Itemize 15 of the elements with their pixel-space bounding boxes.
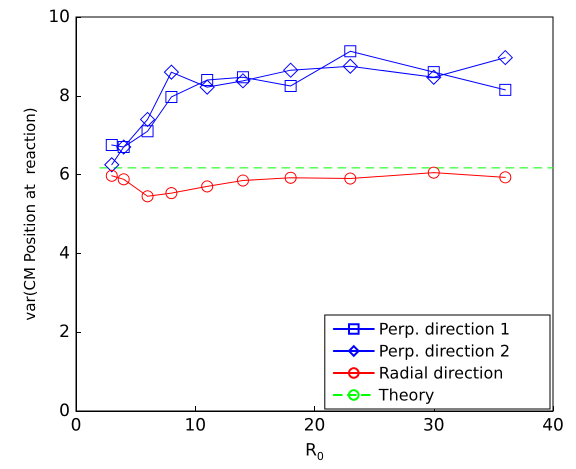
legend-label: Radial direction xyxy=(378,364,504,382)
y-tick-label: 0 xyxy=(59,401,70,421)
x-tick-label: 10 xyxy=(184,416,206,436)
y-tick-label: 2 xyxy=(59,322,70,342)
y-tick-label: 6 xyxy=(59,164,70,185)
legend-label: Theory xyxy=(378,386,434,404)
legend-label: Perp. direction 1 xyxy=(378,320,510,338)
y-axis-title: var(CM Position at reaction) xyxy=(20,107,39,321)
x-tick-label: 40 xyxy=(542,416,564,436)
x-tick-label: 20 xyxy=(304,416,326,436)
y-tick-label: 8 xyxy=(59,86,70,106)
legend-label: Perp. direction 2 xyxy=(378,342,510,360)
y-tick-label: 4 xyxy=(59,243,70,264)
y-tick-label: 10 xyxy=(48,7,70,27)
x-tick-label: 30 xyxy=(422,416,445,436)
